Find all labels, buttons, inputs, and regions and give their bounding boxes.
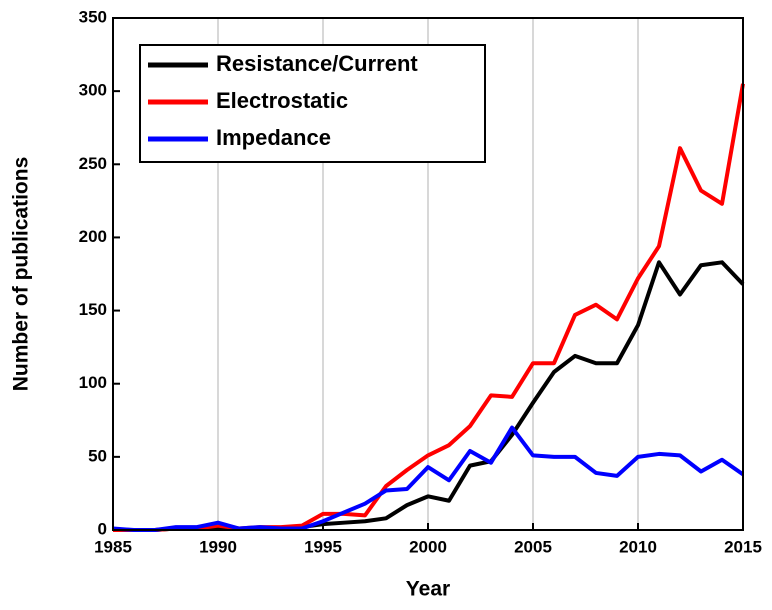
x-tick-label: 1990 — [199, 537, 237, 556]
y-tick-label: 200 — [79, 227, 107, 246]
y-tick-label: 250 — [79, 154, 107, 173]
y-tick-label: 300 — [79, 81, 107, 100]
y-tick-label: 100 — [79, 373, 107, 392]
y-axis-label: Number of publications — [10, 157, 33, 392]
data-line — [113, 83, 745, 532]
x-tick-label: 1985 — [94, 537, 132, 556]
x-tick-label: 2000 — [409, 537, 447, 556]
legend-label: Impedance — [216, 125, 331, 150]
y-tick-label: 50 — [88, 446, 107, 465]
x-tick-label: 2015 — [724, 537, 762, 556]
x-tick-label: 2005 — [514, 537, 552, 556]
x-tick-label: 2010 — [619, 537, 657, 556]
legend-label: Resistance/Current — [216, 51, 418, 76]
x-tick-label: 1995 — [304, 537, 342, 556]
legend-label: Electrostatic — [216, 88, 348, 113]
y-tick-label: 350 — [79, 7, 107, 26]
y-tick-label: 0 — [98, 519, 107, 538]
x-axis-label: Year — [406, 578, 450, 601]
plot-frame — [112, 17, 744, 531]
data-line — [112, 425, 745, 532]
y-tick-label: 150 — [79, 300, 107, 319]
